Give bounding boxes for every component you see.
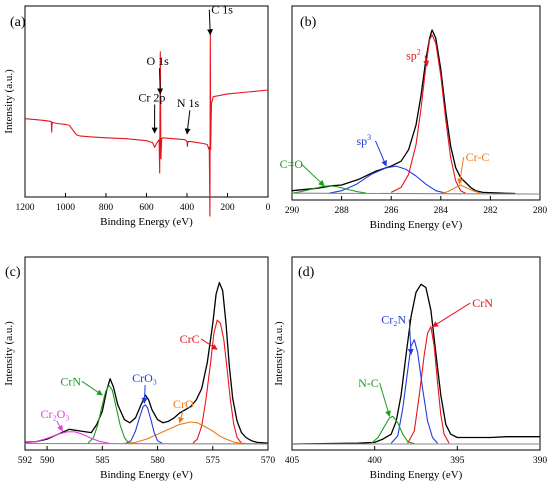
panel-label: (d)	[298, 265, 315, 280]
x-axis-label: Binding Energy (eV)	[370, 469, 463, 481]
x-tick-label: 395	[450, 456, 465, 466]
annotation-label: N-C	[358, 376, 379, 390]
annotation-label: Cr₂O₃	[40, 407, 69, 421]
annotation-arrow	[184, 110, 191, 135]
annotation-label: N 1s	[177, 96, 200, 110]
annotation-arrow	[423, 55, 430, 67]
series-line	[291, 29, 516, 195]
series-line	[407, 326, 450, 444]
x-tick-label: 282	[483, 206, 498, 216]
panel-label: (b)	[300, 15, 317, 30]
x-tick-label: 1200	[16, 203, 35, 213]
annotation-label: sp2	[406, 48, 421, 63]
series-line	[24, 32, 269, 217]
x-tick-label: 280	[533, 206, 548, 216]
x-tick-label: 390	[533, 456, 548, 466]
annotation-label: C 1s	[211, 3, 233, 17]
series-line	[291, 192, 541, 195]
y-axis-label: Intensity (a.u.)	[3, 69, 15, 134]
y-axis-label: Intensity (a.u.)	[273, 321, 285, 386]
annotation-label: Cr-C	[466, 150, 490, 164]
annotation-arrow	[81, 380, 103, 396]
x-axis-label: Binding Energy (eV)	[100, 469, 193, 481]
annotation-arrow	[375, 140, 387, 167]
series-line	[24, 442, 269, 445]
x-tick-label: 200	[220, 203, 235, 213]
annotation-arrow	[56, 420, 63, 432]
x-tick-label: 580	[150, 456, 165, 466]
annotation-label: CrN	[472, 296, 493, 310]
annotation-label: Cr₂N	[381, 312, 406, 326]
annotation-arrow	[207, 9, 214, 36]
plot-frame	[291, 5, 541, 201]
annotation-arrow	[178, 411, 184, 424]
x-tick-label: 400	[368, 456, 383, 466]
annotation-arrow	[379, 382, 391, 417]
annotation-arrow	[432, 302, 471, 328]
panel-label: (c)	[5, 265, 21, 280]
series-line	[87, 384, 130, 444]
annotation-label: Cr 2p	[138, 91, 165, 105]
annotation-arrow	[141, 385, 148, 404]
annotation-label: CrO	[173, 397, 194, 411]
series-line	[390, 34, 466, 194]
annotation-superscript: 2	[417, 48, 421, 57]
y-axis-label: Intensity (a.u.)	[3, 321, 15, 386]
series-line	[329, 165, 446, 194]
series-line	[126, 404, 163, 444]
series-line	[192, 319, 242, 444]
x-tick-label: 1000	[56, 203, 75, 213]
annotation-label: C=O	[280, 157, 304, 171]
annotation-arrow	[407, 319, 414, 355]
annotation-arrow	[300, 163, 325, 187]
series-line	[371, 415, 415, 445]
series-line	[24, 281, 269, 444]
annotation-arrow	[457, 157, 465, 185]
x-axis-label: Binding Energy (eV)	[370, 219, 463, 231]
annotation-label: CrN	[60, 374, 81, 388]
series-line	[440, 184, 481, 195]
x-tick-label: 592	[18, 456, 33, 466]
annotation-arrow	[200, 338, 218, 350]
x-tick-label: 284	[434, 206, 449, 216]
annotation-label: CrC	[180, 332, 200, 346]
x-tick-label: 290	[285, 206, 300, 216]
panel-label: (a)	[10, 15, 26, 30]
annotation-label: sp3	[356, 133, 371, 148]
annotation-arrow	[157, 68, 164, 95]
x-tick-label: 405	[285, 456, 300, 466]
panel-b: 290 288 286 284 282 280 Binding Energy (eV) (b)…	[280, 5, 548, 231]
annotation-label: O 1s	[147, 54, 170, 68]
x-tick-label: 400	[180, 203, 195, 213]
annotation-superscript: 3	[367, 133, 371, 142]
panel-c: 592 590 585 580 575 570 Binding Energy (eV) Int…	[3, 256, 276, 481]
series-line	[291, 185, 367, 194]
series-line	[291, 283, 540, 445]
annotation-label: CrO₃	[132, 371, 157, 385]
series-line	[24, 431, 109, 444]
x-tick-label: 590	[40, 456, 55, 466]
panel-d: 405 400 395 390 Binding Energy (eV) Intensity…	[273, 256, 548, 481]
x-tick-label: 570	[261, 456, 276, 466]
x-tick-label: 585	[95, 456, 110, 466]
series-line	[124, 421, 269, 445]
x-tick-label: 0	[266, 203, 271, 213]
plot-frame	[291, 256, 541, 451]
x-axis-label: Binding Energy (eV)	[100, 216, 193, 228]
x-tick-label: 800	[99, 203, 114, 213]
panel-a: 1200 1000 800 600 400 200 0 Binding Energy (eV)…	[3, 3, 271, 228]
x-tick-label: 600	[139, 203, 154, 213]
series-line	[390, 339, 438, 444]
x-tick-label: 286	[384, 206, 399, 216]
plot-frame	[24, 256, 269, 451]
x-tick-label: 288	[334, 206, 349, 216]
x-tick-label: 575	[206, 456, 221, 466]
